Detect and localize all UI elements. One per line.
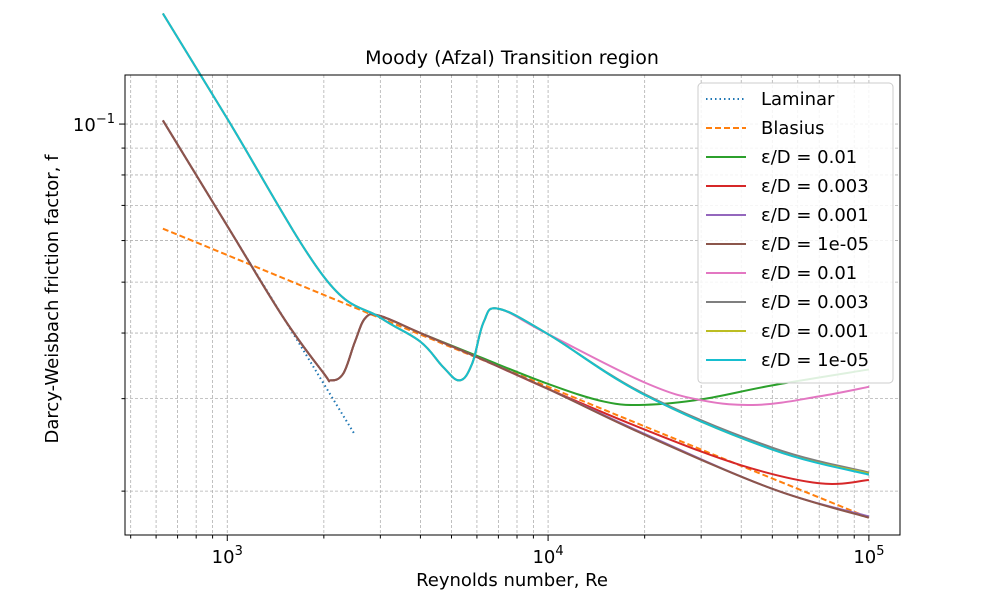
x-tick-label: 103 — [212, 544, 243, 568]
legend-label: Laminar — [761, 89, 835, 110]
legend: Laminar Blasius ε/D = 0.01 ε/D = 0.003 ε/D =… — [697, 82, 894, 384]
series-lines — [162, 12, 870, 519]
y-tick-label: 10−1 — [73, 112, 115, 136]
legend-box — [697, 82, 894, 384]
series-line-9 — [162, 12, 870, 476]
legend-label: ε/D = 0.01 — [761, 263, 857, 284]
chart-title: Moody (Afzal) Transition region — [365, 47, 659, 69]
legend-label: ε/D = 0.003 — [761, 292, 869, 313]
series-line-5 — [162, 119, 870, 519]
legend-label: ε/D = 0.01 — [761, 147, 857, 168]
legend-label: ε/D = 1e-05 — [761, 350, 869, 371]
legend-label: ε/D = 0.003 — [761, 176, 869, 197]
axis-ticks: 103 104 105 10−1 — [73, 112, 885, 568]
legend-label: ε/D = 0.001 — [761, 205, 869, 226]
x-tick-label: 104 — [532, 544, 563, 568]
x-axis-label: Reynolds number, Re — [416, 570, 608, 591]
y-axis-label: Darcy-Weisbach friction factor, f — [42, 154, 63, 444]
plot-frame — [124, 74, 901, 536]
legend-label: ε/D = 0.001 — [761, 321, 869, 342]
legend-label: Blasius — [761, 118, 825, 139]
x-tick-label: 105 — [853, 544, 884, 568]
legend-label: ε/D = 1e-05 — [761, 234, 869, 255]
